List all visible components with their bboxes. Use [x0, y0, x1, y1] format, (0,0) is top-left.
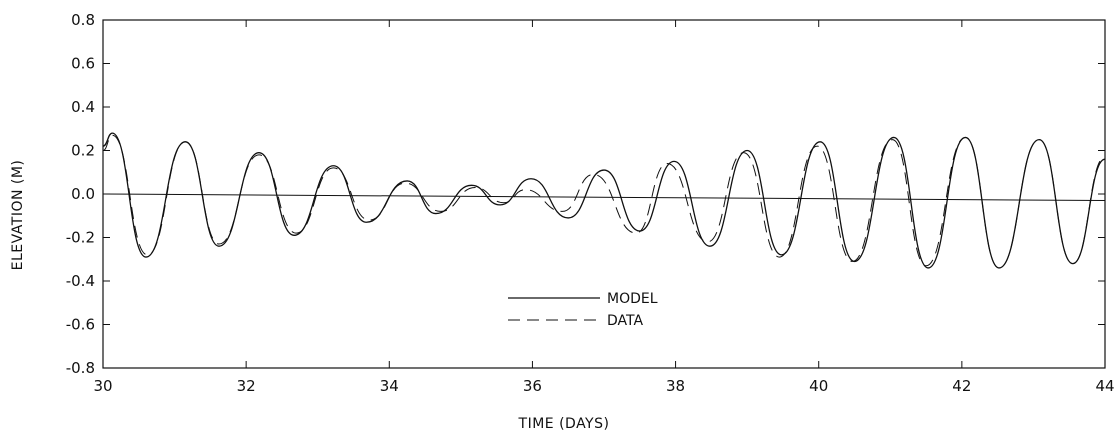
y-tick-label: 0.6 [71, 55, 95, 73]
y-tick-label: 0.4 [71, 98, 95, 116]
y-tick-label: -0.2 [66, 229, 95, 247]
x-tick-label: 32 [237, 377, 256, 395]
series-layer [102, 132, 1106, 269]
legend-data-label: DATA [607, 313, 643, 329]
x-tick-label: 40 [809, 377, 828, 395]
data-series-line [102, 134, 1106, 269]
y-tick-label: -0.6 [66, 316, 95, 334]
axis-tick-labels: 30 32 34 36 38 40 42 44 0.8 0.6 0.4 0.2 0.0 -0.2 -0.4 -… [66, 11, 1115, 395]
legend-model-label: MODEL [607, 291, 658, 307]
x-tick-label: 42 [952, 377, 971, 395]
legend: MODEL DATA [508, 291, 658, 329]
zero-reference-line [102, 193, 1106, 202]
y-tick-label: 0.2 [71, 142, 95, 160]
y-tick-label: -0.4 [66, 272, 95, 290]
x-tick-label: 30 [93, 377, 112, 395]
y-tick-label: -0.8 [66, 359, 95, 377]
x-tick-label: 44 [1095, 377, 1114, 395]
axis-ticks [102, 19, 1106, 369]
x-axis-title: TIME (DAYS) [518, 416, 610, 432]
plot-frame [102, 19, 1106, 369]
x-tick-label: 38 [666, 377, 685, 395]
x-tick-label: 36 [523, 377, 542, 395]
y-axis-title: ELEVATION (M) [10, 160, 26, 271]
y-tick-label: 0.8 [71, 11, 95, 29]
x-tick-label: 34 [380, 377, 399, 395]
y-tick-label: 0.0 [71, 185, 95, 203]
